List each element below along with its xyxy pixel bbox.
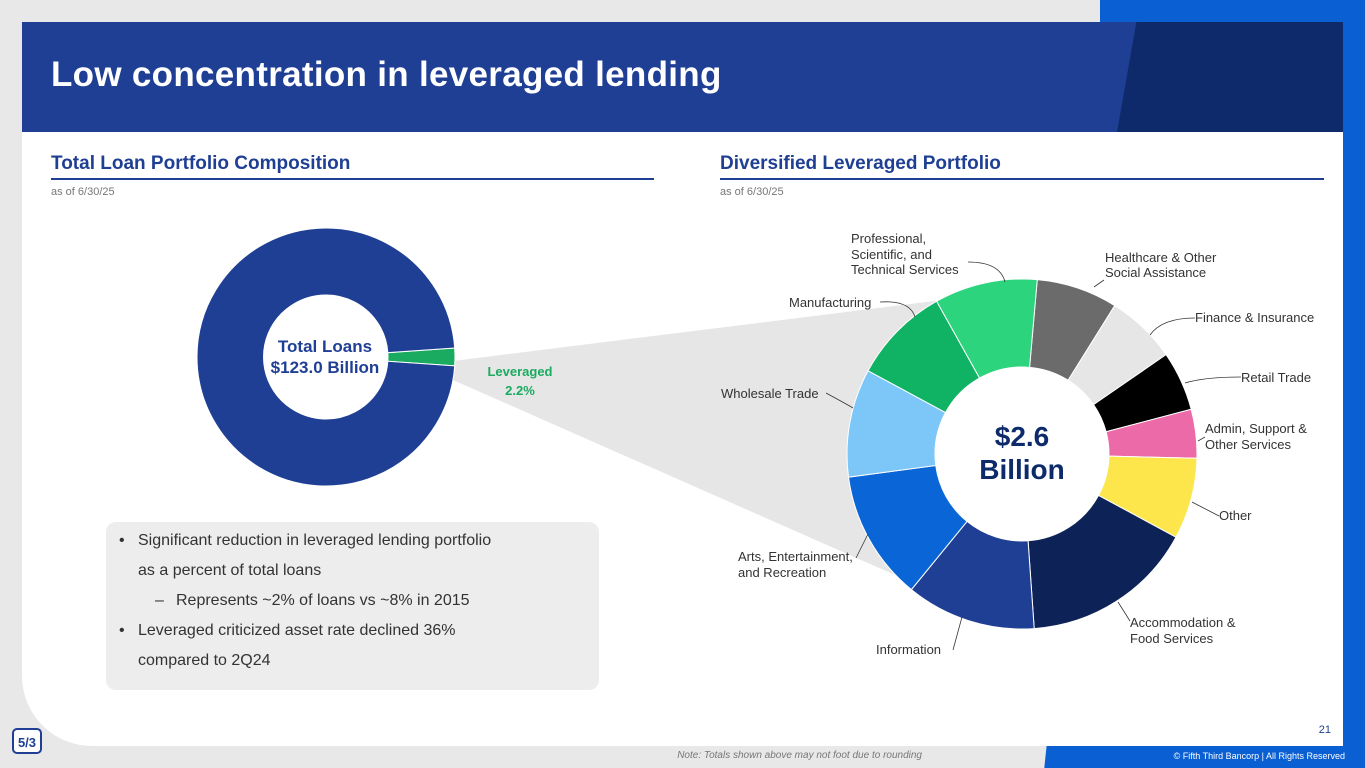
label-professional: Scientific, and — [851, 247, 932, 262]
footnote: Note: Totals shown above may not foot du… — [677, 750, 922, 761]
sub-bullet-item: – Represents ~2% of loans vs ~8% in 2015 — [155, 592, 470, 609]
leveraged-value: 2.2% — [505, 383, 535, 398]
label-information: Information — [876, 642, 941, 657]
left-section-rule — [51, 178, 654, 180]
copyright: © Fifth Third Bancorp | All Rights Reser… — [1173, 751, 1345, 761]
total-loans-donut-hole — [263, 295, 387, 419]
page-number: 21 — [1318, 724, 1331, 736]
leveraged-portfolio-donut-hole — [935, 367, 1109, 541]
bullet-item: • Leveraged criticized asset rate decline… — [119, 622, 456, 639]
right-section-rule — [720, 178, 1324, 180]
label-retail: Retail Trade — [1241, 370, 1311, 385]
right-section-asof: as of 6/30/25 — [720, 186, 784, 198]
leveraged-portfolio-center-unit: Billion — [979, 454, 1065, 485]
label-admin: Admin, Support & — [1205, 421, 1307, 436]
left-section-title: Total Loan Portfolio Composition — [51, 153, 351, 174]
bullets-panel: • Significant reduction in leveraged lend… — [106, 522, 599, 690]
fifth-third-logo: 5/3 — [12, 728, 42, 754]
slide-title: Low concentration in leveraged lending — [51, 55, 722, 94]
right-section-title: Diversified Leveraged Portfolio — [720, 153, 1001, 174]
leveraged-portfolio-donut — [846, 278, 1198, 630]
leveraged-portfolio-center-value: $2.6 — [995, 421, 1050, 452]
slide-header: Low concentration in leveraged lending — [22, 22, 1343, 132]
bullet-item-continuation: as a percent of total loans — [138, 562, 322, 579]
label-arts: and Recreation — [738, 565, 826, 580]
total-loans-center-value: $123.0 Billion — [271, 358, 380, 377]
bullet-item: • Significant reduction in leveraged lend… — [119, 532, 492, 549]
label-professional: Professional, — [851, 231, 926, 246]
label-finance: Finance & Insurance — [1195, 310, 1314, 325]
left-section-asof: as of 6/30/25 — [51, 186, 115, 198]
label-accommodation: Accommodation & — [1130, 615, 1236, 630]
label-accommodation: Food Services — [1130, 631, 1214, 646]
leader-lines — [825, 261, 1242, 651]
label-arts: Arts, Entertainment, — [738, 549, 853, 564]
total-loans-center-label: Total Loans — [278, 337, 372, 356]
label-admin: Other Services — [1205, 437, 1291, 452]
label-healthcare: Healthcare & Other — [1105, 250, 1217, 265]
label-other: Other — [1219, 508, 1252, 523]
category-labels: Professional, Scientific, and Technical … — [721, 231, 1314, 657]
bullet-item-continuation: compared to 2Q24 — [138, 652, 271, 669]
label-manufacturing: Manufacturing — [789, 295, 871, 310]
label-wholesale: Wholesale Trade — [721, 386, 819, 401]
label-professional: Technical Services — [851, 262, 959, 277]
label-healthcare: Social Assistance — [1105, 265, 1206, 280]
leveraged-label: Leveraged — [487, 364, 552, 379]
